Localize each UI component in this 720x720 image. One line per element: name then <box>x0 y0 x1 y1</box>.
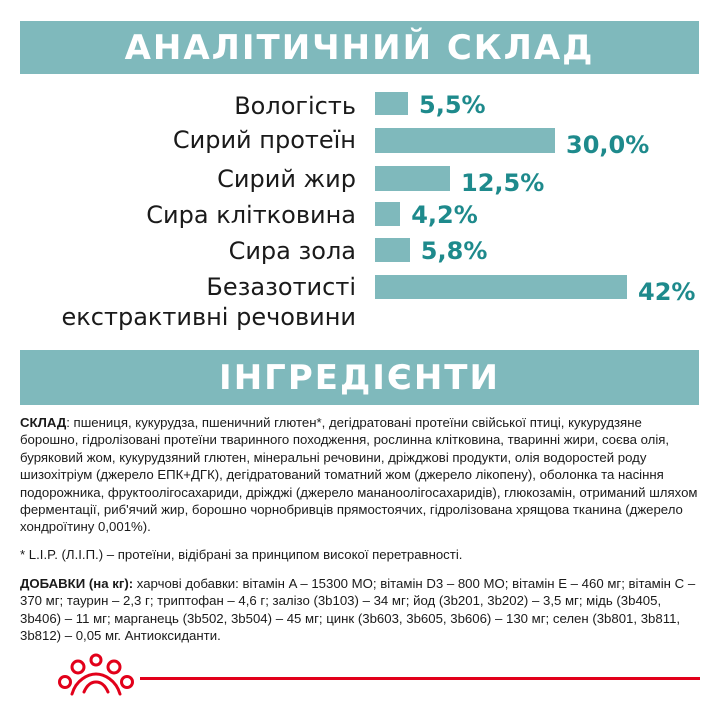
analysis-bar <box>375 202 401 226</box>
ingredients-title-banner: ІНГРЕДІЄНТИ <box>20 350 699 405</box>
composition-text: : пшениця, кукурудза, пшеничний глютен*,… <box>20 415 698 535</box>
ingredients-title: ІНГРЕДІЄНТИ <box>219 357 500 398</box>
analysis-row-label: Сирий жир <box>217 165 356 193</box>
brand-divider-line <box>140 677 700 680</box>
additives-heading: ДОБАВКИ (на кг): <box>20 576 134 591</box>
composition-paragraph: СКЛАД: пшениця, кукурудза, пшеничний глю… <box>20 414 700 536</box>
analysis-value: 4,2% <box>411 201 478 229</box>
analysis-row-label: Сира клітковина <box>146 201 356 229</box>
analysis-value: 5,8% <box>420 237 488 265</box>
footnote: * L.I.P. (Л.І.П.) – протеїни, відібрані … <box>20 546 700 563</box>
additives-paragraph: ДОБАВКИ (на кг): харчові добавки: вітамі… <box>20 575 700 645</box>
analysis-value: 12,5% <box>461 169 545 197</box>
analysis-row-label: Сира зола <box>228 237 356 265</box>
composition-heading: СКЛАД <box>20 415 67 430</box>
analysis-bar <box>375 128 555 153</box>
footnote-text: * L.I.P. (Л.І.П.) – протеїни, відібрані … <box>20 547 463 562</box>
analysis-bar <box>375 92 408 115</box>
analysis-bar <box>375 275 627 299</box>
analysis-title: АНАЛІТИЧНИЙ СКЛАД <box>124 27 595 68</box>
analysis-title-banner: АНАЛІТИЧНИЙ СКЛАД <box>20 21 699 74</box>
analysis-bar <box>375 238 410 262</box>
analysis-row-label-line: екстрактивні речовини <box>61 303 356 331</box>
analysis-value: 42% <box>638 278 696 306</box>
royal-canin-crown-logo-icon <box>58 653 134 696</box>
analysis-row-label: Безазотисті екстрактивні речовини <box>62 272 356 332</box>
analysis-row-label: Вологість <box>234 92 356 120</box>
analysis-value: 30,0% <box>566 131 650 159</box>
analysis-row-label-line: Безазотисті <box>206 273 356 301</box>
analysis-value: 5,5% <box>419 91 486 119</box>
analysis-row-label: Сирий протеїн <box>172 126 356 154</box>
additives-text: харчові добавки: вітамін A – 15300 МО; в… <box>20 576 696 644</box>
analysis-bar <box>375 166 450 191</box>
